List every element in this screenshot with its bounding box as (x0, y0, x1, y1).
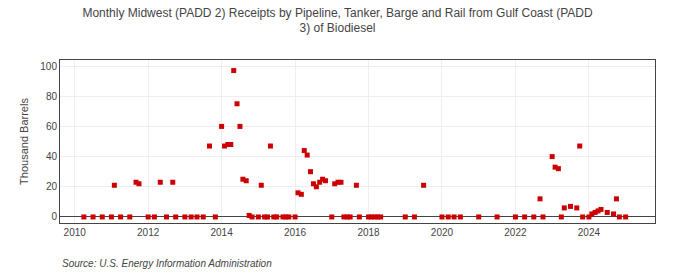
svg-text:2012: 2012 (137, 227, 160, 238)
svg-text:100: 100 (40, 61, 57, 72)
svg-text:0: 0 (51, 211, 57, 222)
svg-text:2010: 2010 (64, 227, 87, 238)
svg-text:2022: 2022 (504, 227, 527, 238)
svg-text:2014: 2014 (210, 227, 233, 238)
svg-text:Source: U.S. Energy Informatio: Source: U.S. Energy Information Administ… (62, 258, 272, 269)
svg-text:2018: 2018 (357, 227, 380, 238)
svg-text:2016: 2016 (284, 227, 307, 238)
svg-text:80: 80 (46, 91, 58, 102)
svg-text:40: 40 (46, 151, 58, 162)
svg-text:20: 20 (46, 181, 58, 192)
svg-text:2024: 2024 (578, 227, 601, 238)
svg-text:Thousand Barrels: Thousand Barrels (18, 98, 30, 185)
svg-text:Monthly Midwest (PADD 2) Recei: Monthly Midwest (PADD 2) Receipts by Pip… (82, 6, 593, 36)
svg-text:60: 60 (46, 121, 58, 132)
svg-text:2020: 2020 (431, 227, 454, 238)
